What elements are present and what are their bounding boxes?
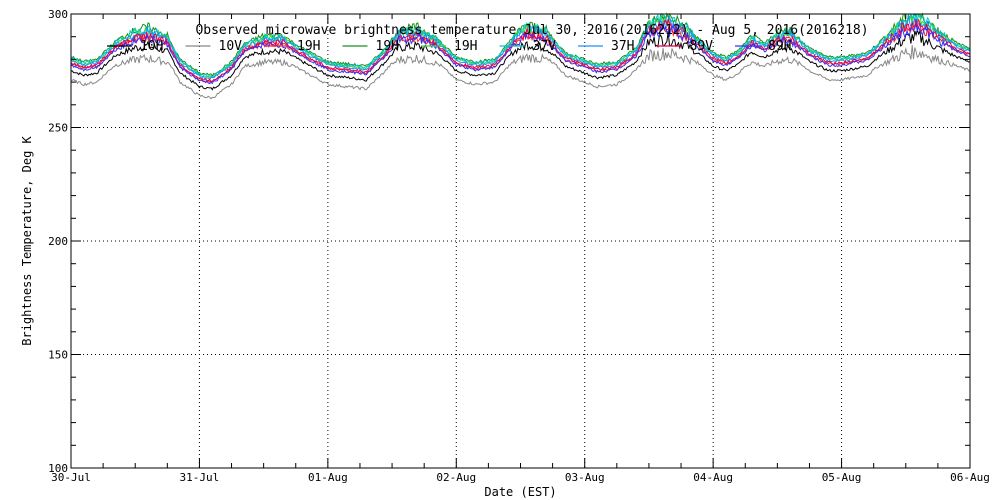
legend-label-8: 89H xyxy=(768,39,791,54)
x-tick-label-02-Aug: 02-Aug xyxy=(436,471,476,484)
x-tick-label-03-Aug: 03-Aug xyxy=(565,471,605,484)
series-line-89v-7 xyxy=(70,18,971,83)
y-tick-label-200: 200 xyxy=(48,235,68,248)
legend-label-7: 89V xyxy=(690,39,714,54)
y-tick-label-150: 150 xyxy=(48,349,68,362)
legend-label-5: 37V xyxy=(533,39,557,54)
legend-label-4: 19H xyxy=(454,39,477,54)
legend-label-2: 19H xyxy=(297,39,320,54)
x-tick-label-30-Jul: 30-Jul xyxy=(51,471,91,484)
series-line-10v-1 xyxy=(70,45,971,100)
series-line-37h-6 xyxy=(70,15,971,81)
y-tick-label-300: 300 xyxy=(48,8,68,21)
x-tick-label-31-Jul: 31-Jul xyxy=(180,471,220,484)
x-tick-label-04-Aug: 04-Aug xyxy=(693,471,733,484)
chart-title: Observed microwave brightness temperatur… xyxy=(195,23,868,38)
y-axis-title: Brightness Temperature, Deg K xyxy=(20,135,34,345)
series-lines xyxy=(70,12,971,100)
legend-label-1: 10V xyxy=(219,39,243,54)
legend: 10H 10V 19H 19H 19H 37V 37H 89V 89H xyxy=(107,39,791,54)
x-tick-label-05-Aug: 05-Aug xyxy=(822,471,862,484)
x-axis-title: Date (EST) xyxy=(484,485,556,499)
legend-label-3: 19H xyxy=(376,39,399,54)
legend-label-0: 10H xyxy=(140,39,163,54)
series-line-10h-0 xyxy=(70,27,971,91)
x-tick-label-01-Aug: 01-Aug xyxy=(308,471,348,484)
y-tick-label-100: 100 xyxy=(48,462,68,475)
legend-label-6: 37H xyxy=(611,39,634,54)
axis-ticks: 100 150 200 250 300 30-Jul 31-Jul 01-Aug 02-Aug 0… xyxy=(48,8,990,484)
y-tick-label-250: 250 xyxy=(48,122,68,135)
x-tick-label-06-Aug: 06-Aug xyxy=(950,471,990,484)
series-line-89h-8 xyxy=(70,23,971,85)
